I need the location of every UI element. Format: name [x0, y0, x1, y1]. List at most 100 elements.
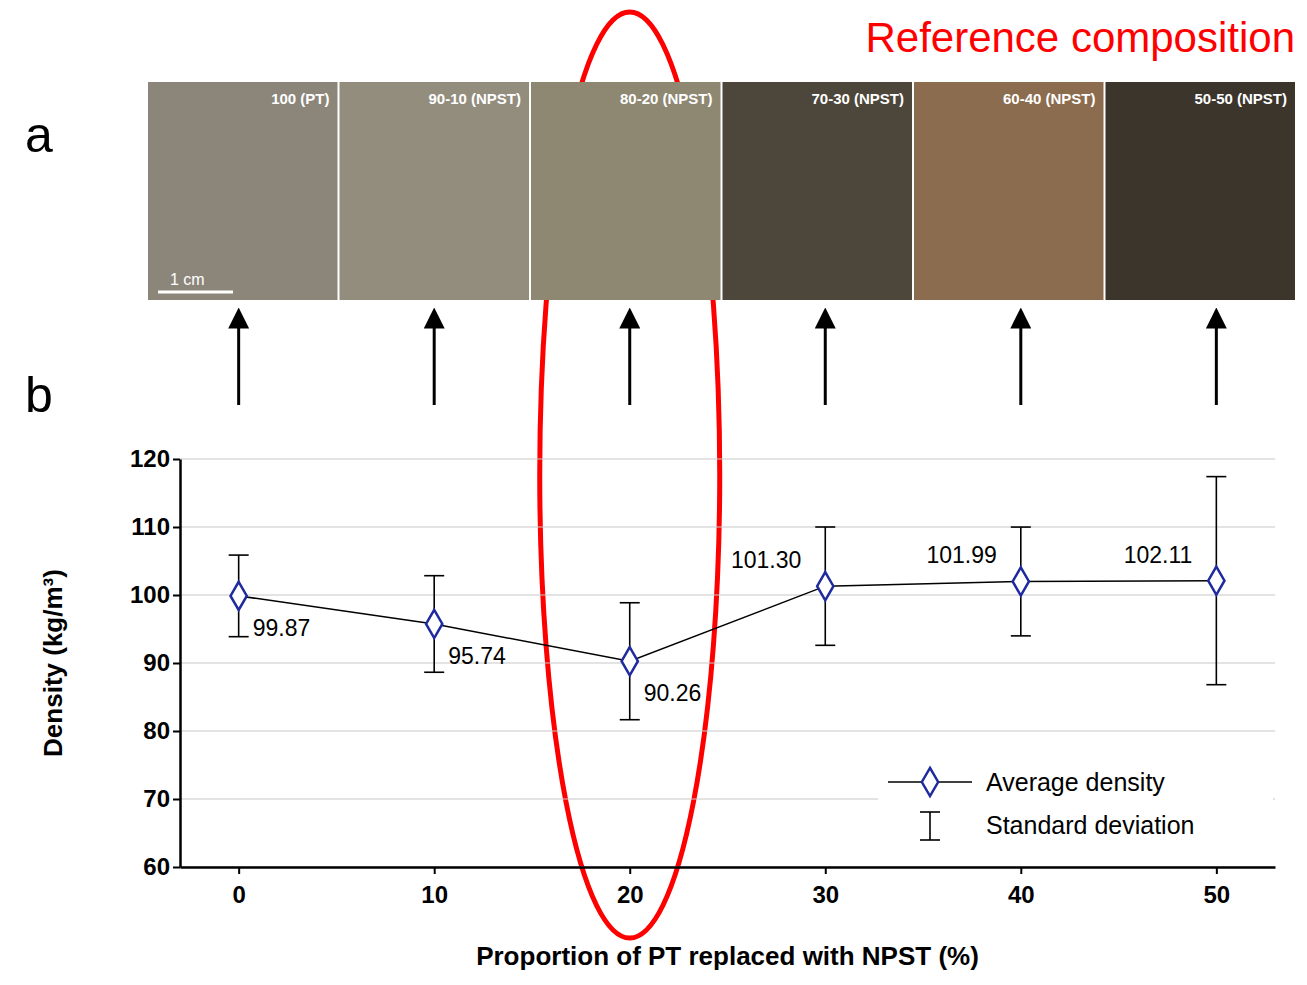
- data-point: [817, 572, 833, 600]
- tick-mark: [434, 867, 436, 874]
- sample-image: 100 (PT) 1 cm: [148, 82, 338, 300]
- arrow: [824, 318, 827, 405]
- scale-bar-label: 1 cm: [170, 271, 205, 288]
- x-axis: 0 10 20 30 40 50: [181, 867, 1276, 908]
- tick: 30: [812, 867, 839, 908]
- tick-mark: [825, 867, 827, 874]
- tick-label: 80: [143, 717, 170, 744]
- tick-mark: [629, 867, 631, 874]
- tick-mark: [173, 663, 180, 665]
- image-label: 80-20 (NPST): [620, 90, 713, 107]
- arrow: [628, 318, 631, 405]
- tick-mark: [173, 595, 180, 597]
- legend-error-icon: [920, 839, 940, 841]
- data-label: 90.26: [644, 680, 702, 706]
- tick-mark: [238, 867, 240, 874]
- legend: Average density Standard deviation: [878, 762, 1273, 848]
- image-label: 90-10 (NPST): [428, 90, 521, 107]
- tick-label: 0: [232, 881, 245, 908]
- tick-label: 90: [143, 649, 170, 676]
- error-bar: [424, 576, 444, 673]
- tick-label: 120: [130, 445, 170, 472]
- image-label: 50-50 (NPST): [1194, 90, 1287, 107]
- tick-label: 40: [1008, 881, 1035, 908]
- error-bar: [229, 555, 249, 637]
- tick: 40: [1008, 867, 1035, 908]
- data-point: [231, 582, 247, 610]
- image-label: 60-40 (NPST): [1003, 90, 1096, 107]
- data-point: [622, 647, 638, 675]
- y-axis: 60 70 80 90 100 110 120: [130, 445, 181, 880]
- legend-label: Standard deviation: [986, 811, 1194, 839]
- grid-line: [180, 458, 1275, 459]
- legend-box: [878, 762, 1273, 848]
- image-box: [340, 82, 530, 300]
- tick-mark: [173, 799, 180, 801]
- tick-label: 110: [131, 513, 170, 540]
- data-label: 99.87: [253, 615, 311, 641]
- tick-label: 100: [130, 581, 170, 608]
- tick: 90: [143, 649, 180, 676]
- error-bar-part: [815, 526, 835, 528]
- legend-error-icon: [920, 811, 940, 813]
- tick-label: 10: [421, 881, 448, 908]
- image-label: 70-30 (NPST): [811, 90, 904, 107]
- arrow: [237, 318, 240, 405]
- x-axis-title: Proportion of PT replaced with NPST (%): [476, 941, 979, 971]
- error-bar: [1206, 477, 1226, 685]
- tick: 100: [130, 581, 180, 608]
- image-box: [1106, 82, 1296, 300]
- scale-bar: [158, 291, 233, 294]
- legend-label: Average density: [986, 768, 1165, 796]
- error-bar-part: [229, 636, 249, 638]
- arrow: [1019, 318, 1022, 405]
- panel-label: b: [25, 367, 53, 423]
- axis-line: [181, 866, 1276, 869]
- y-axis-title: Density (kg/m³): [38, 569, 68, 757]
- sample-image: 90-10 (NPST): [340, 82, 530, 300]
- annotation-text: Reference composition: [865, 14, 1295, 61]
- tick-mark: [173, 731, 180, 733]
- error-bar-part: [620, 602, 640, 604]
- grid-line: [180, 866, 1275, 867]
- tick: 60: [143, 853, 180, 880]
- image-box: [531, 82, 721, 300]
- data-label: 102.11: [1124, 542, 1193, 568]
- tick-label: 30: [812, 881, 839, 908]
- error-bar-part: [815, 645, 835, 647]
- tick: 50: [1203, 867, 1230, 908]
- data-label: 101.30: [731, 547, 801, 573]
- sample-image: 80-20 (NPST): [531, 82, 721, 300]
- data-point: [1013, 567, 1029, 595]
- data-label: 95.74: [448, 643, 506, 669]
- tick: 80: [143, 717, 180, 744]
- error-bar: [1011, 527, 1031, 636]
- panel-label: a: [25, 107, 53, 163]
- error-bar-part: [1011, 526, 1031, 528]
- tick: 20: [617, 867, 644, 908]
- sample-image: 70-30 (NPST): [723, 82, 913, 300]
- legend-marker: [922, 768, 938, 796]
- chart: Reference composition 100 (PT) 1 cm 90-10 (…: [0, 0, 1307, 985]
- image-box: [723, 82, 913, 300]
- tick-label: 70: [143, 785, 170, 812]
- grid-line: [180, 594, 1275, 595]
- tick: 10: [421, 867, 448, 908]
- error-bar-part: [1206, 476, 1226, 478]
- error-bar-part: [620, 719, 640, 721]
- data-line: [239, 581, 1217, 662]
- legend-error-icon: [929, 812, 931, 840]
- image-label: 100 (PT): [271, 90, 329, 107]
- tick: 70: [143, 785, 180, 812]
- data-point: [1208, 567, 1224, 595]
- error-bar: [815, 527, 835, 645]
- tick: 120: [130, 445, 180, 472]
- sample-image: 60-40 (NPST): [914, 82, 1104, 300]
- data-label: 101.99: [926, 542, 996, 568]
- tick-label: 20: [617, 881, 644, 908]
- sample-image: 50-50 (NPST): [1106, 82, 1296, 300]
- grid-line: [180, 662, 1275, 663]
- tick-mark: [1216, 867, 1218, 874]
- image-box: [148, 82, 338, 300]
- error-bar: [620, 603, 640, 720]
